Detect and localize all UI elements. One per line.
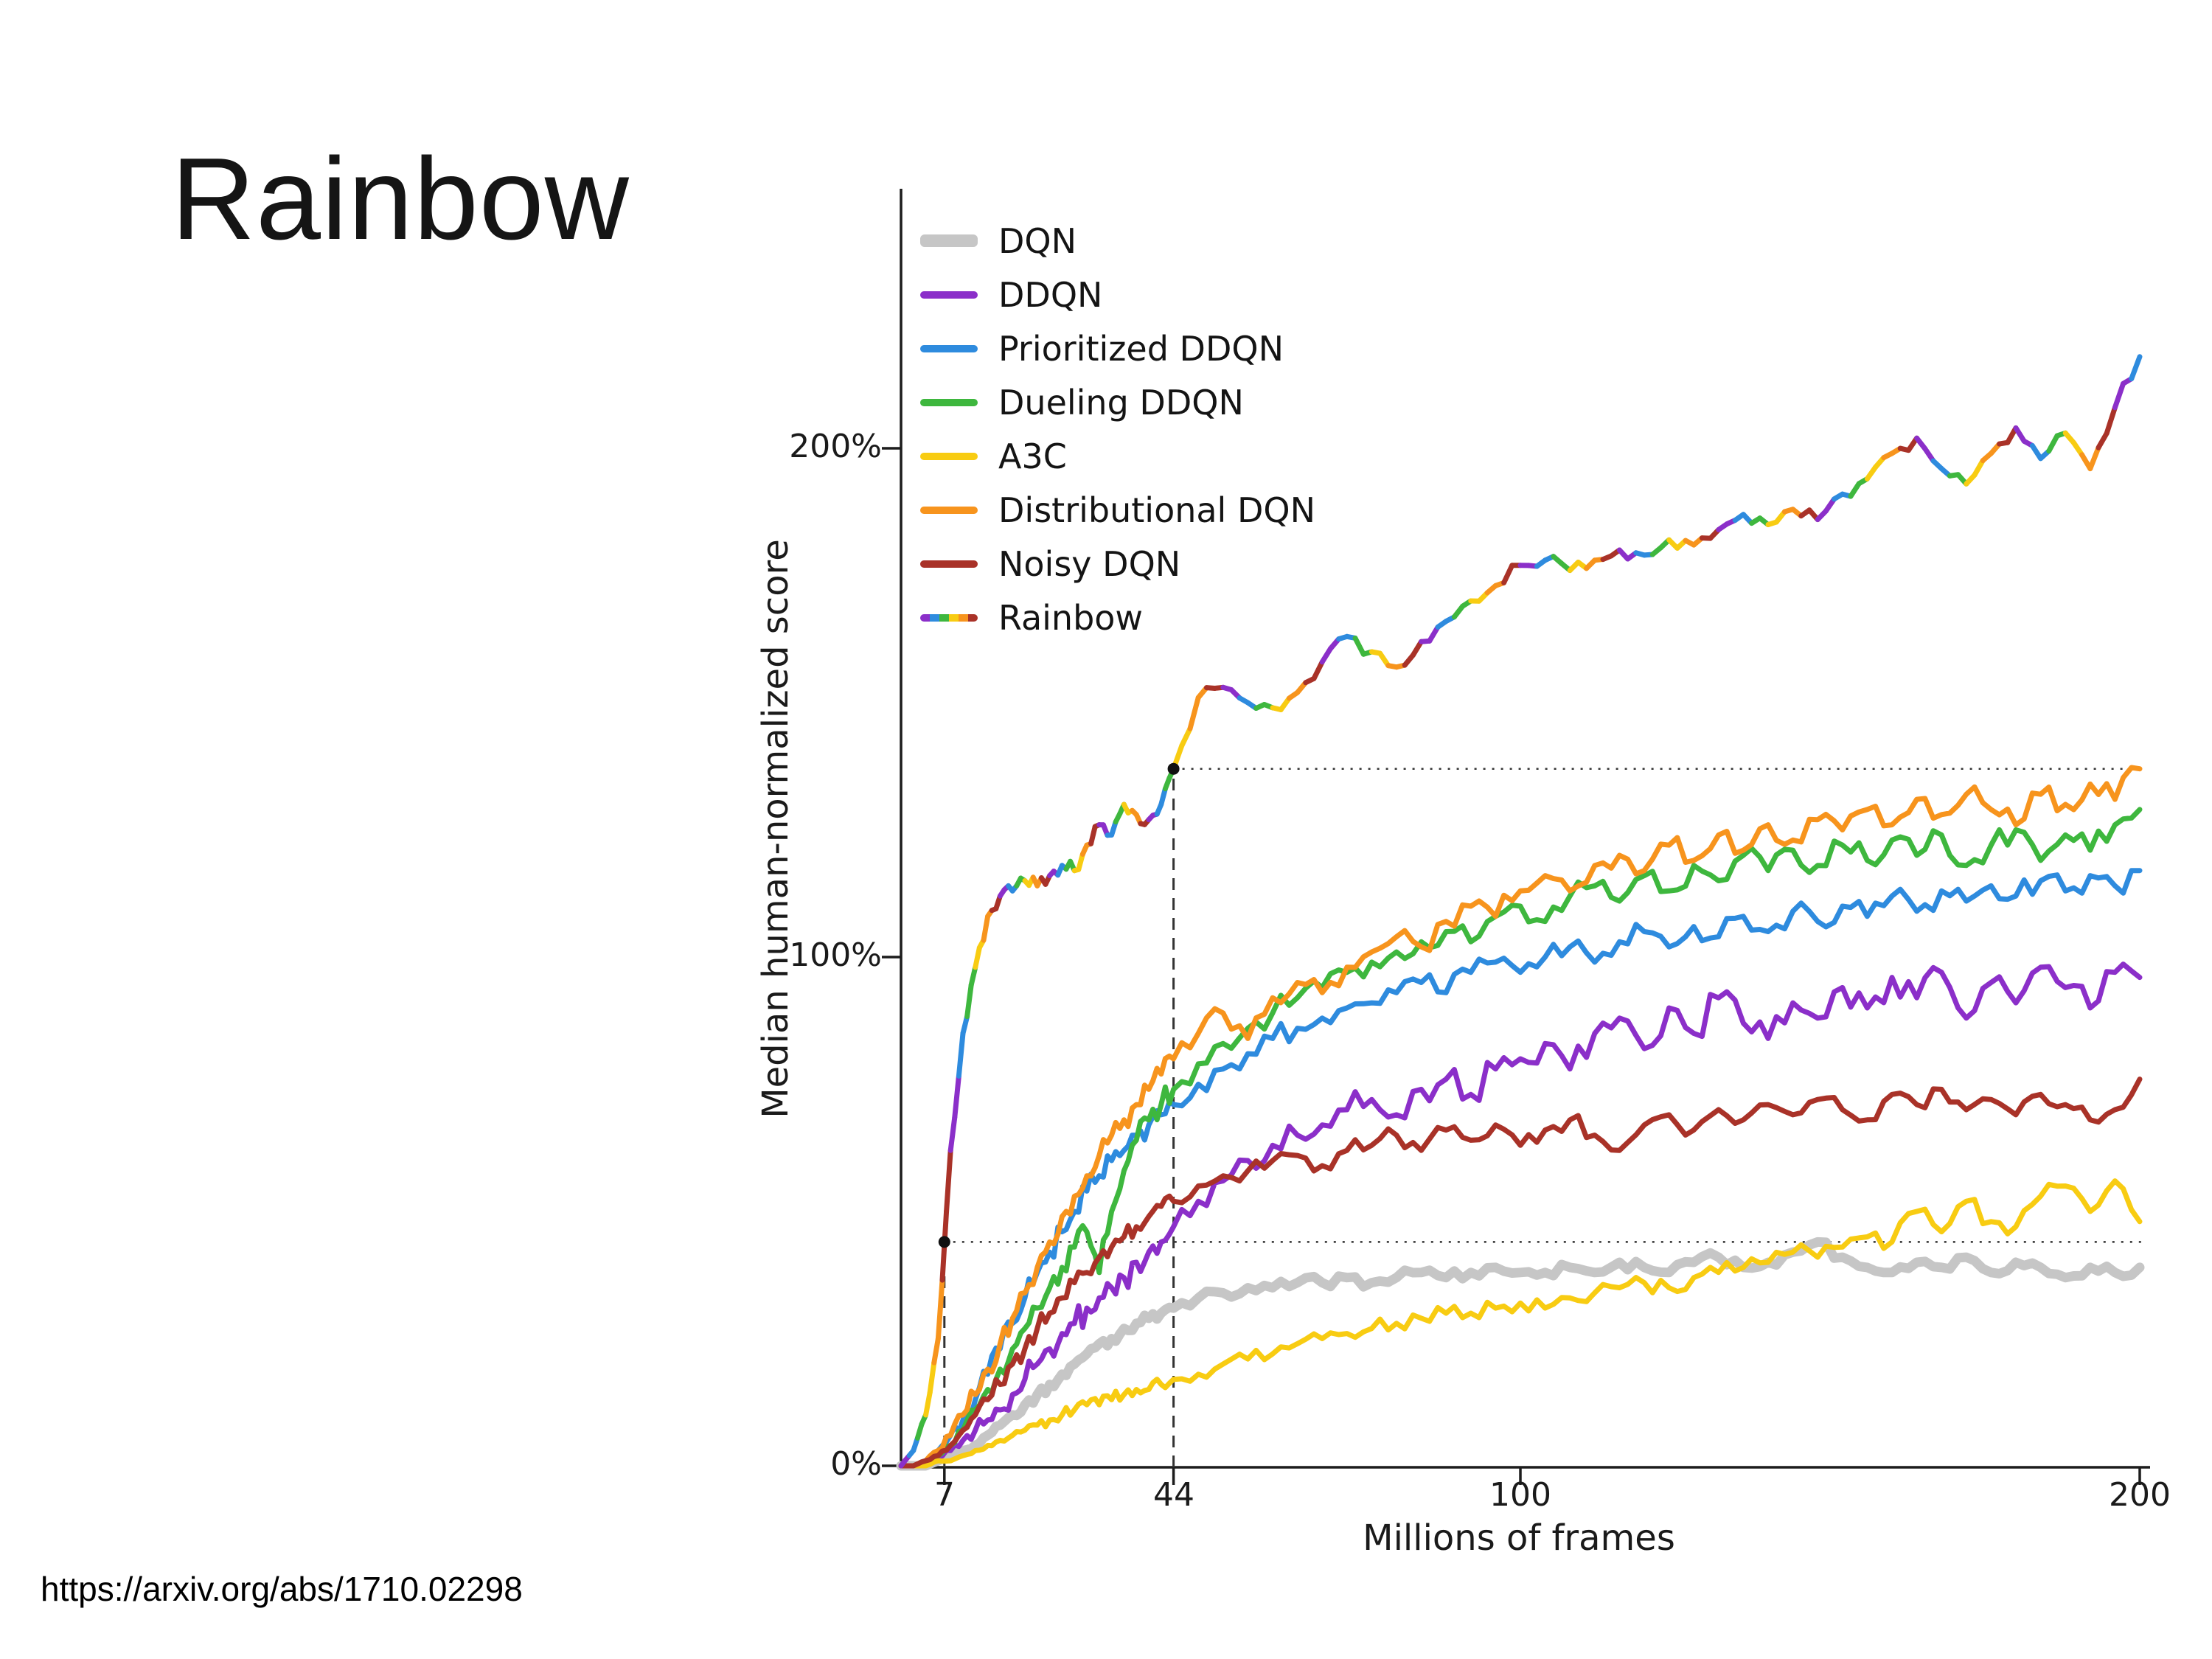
y-tick-label-200: 200%	[789, 428, 882, 465]
y-axis-label: Median human-normalized score	[755, 539, 796, 1119]
series-rainbow-segment	[960, 1014, 970, 1036]
legend-line-swatch	[920, 452, 978, 460]
y-tick-label-100: 100%	[789, 936, 882, 974]
series-rainbow-segment	[1972, 458, 1986, 478]
series-rainbow-segment	[1352, 635, 1366, 657]
x-axis-label: Millions of frames	[1363, 1517, 1675, 1559]
series-rainbow-segment	[1187, 695, 1201, 731]
x-tick-label-100: 100	[1489, 1476, 1551, 1514]
y-tick-label-0: 0%	[830, 1445, 882, 1483]
legend-label: DQN	[998, 220, 1077, 261]
series-line-dqn	[896, 1237, 2145, 1471]
series-rainbow-segment	[2104, 405, 2118, 437]
legend-item-a3c: A3C	[920, 429, 1315, 483]
series-rainbow-segment	[1311, 659, 1325, 681]
series-rainbow-segment	[947, 1114, 958, 1153]
legend-item-prioritized-ddqn: Prioritized DDQN	[920, 321, 1315, 375]
series-rainbow-segment	[2096, 431, 2110, 451]
series-rainbow-segment	[973, 945, 982, 970]
series-rainbow-segment	[2087, 445, 2101, 472]
series-rainbow-segment	[956, 1031, 966, 1079]
legend-line-swatch	[920, 291, 978, 299]
series-rainbow-segment	[935, 1277, 945, 1341]
series-rainbow-segment	[1158, 786, 1168, 807]
legend-line-swatch	[920, 560, 978, 568]
legend-rainbow-swatch	[920, 613, 978, 622]
legend-item-ddqn: DDQN	[920, 268, 1315, 321]
page-title: Rainbow	[171, 134, 630, 264]
chart-legend: DQN DDQN Prioritized DDQN Dueling DDQN A…	[920, 214, 1315, 644]
legend-label: DDQN	[998, 274, 1103, 315]
annotation-dot	[1167, 762, 1180, 775]
legend-line-swatch	[920, 344, 978, 352]
series-rainbow-segment	[952, 1073, 961, 1120]
series-rainbow-segment	[2013, 425, 2027, 444]
series-rainbow-segment	[923, 1390, 933, 1418]
legend-label: Noisy DQN	[998, 543, 1181, 584]
legend-item-dqn: DQN	[920, 214, 1315, 268]
series-line-prioritized-ddqn	[898, 868, 2143, 1469]
series-rainbow-segment	[968, 964, 978, 988]
annotation-dot	[938, 1236, 950, 1248]
legend-line-swatch	[920, 398, 978, 406]
legend-item-rainbow: Rainbow	[920, 591, 1315, 644]
series-line-dueling-ddqn	[898, 807, 2143, 1469]
series-rainbow-segment	[1319, 646, 1333, 665]
series-rainbow-segment	[1179, 726, 1193, 748]
legend-label: Prioritized DDQN	[998, 328, 1284, 369]
series-rainbow-segment	[1427, 624, 1441, 644]
source-url-link[interactable]: https://arxiv.org/abs/1710.02298	[41, 1570, 523, 1608]
legend-label: Dueling DDQN	[998, 382, 1244, 422]
series-line-noisy-dqn	[898, 1077, 2143, 1469]
series-line-a3c	[898, 1178, 2143, 1469]
series-rainbow-segment	[981, 914, 991, 943]
legend-line-swatch	[920, 234, 978, 247]
series-rainbow-segment	[1501, 563, 1515, 585]
legend-item-distributional-dqn: Distributional DQN	[920, 483, 1315, 537]
series-rainbow-segment	[944, 1147, 953, 1214]
series-rainbow-segment	[1410, 639, 1425, 658]
x-tick-label-7: 7	[934, 1476, 955, 1514]
series-rainbow-segment	[2129, 354, 2143, 382]
x-tick-label-44: 44	[1153, 1476, 1194, 1514]
series-line-distributional-dqn	[898, 765, 2143, 1469]
series-rainbow-segment	[2046, 433, 2060, 454]
series-rainbow-segment	[1076, 851, 1085, 872]
series-rainbow-segment	[964, 982, 974, 1020]
series-rainbow-segment	[931, 1336, 941, 1366]
series-line-ddqn	[898, 961, 2143, 1469]
legend-label: Rainbow	[998, 597, 1144, 638]
legend-line-swatch	[920, 506, 978, 514]
series-rainbow-segment	[2112, 380, 2126, 411]
x-tick-label-200: 200	[2109, 1476, 2171, 1514]
series-rainbow-segment	[927, 1360, 937, 1396]
legend-label: A3C	[998, 436, 1067, 476]
series-rainbow-segment	[1088, 824, 1098, 846]
legend-item-dueling-ddqn: Dueling DDQN	[920, 375, 1315, 429]
legend-item-noisy-dqn: Noisy DQN	[920, 537, 1315, 591]
legend-label: Distributional DQN	[998, 490, 1315, 530]
